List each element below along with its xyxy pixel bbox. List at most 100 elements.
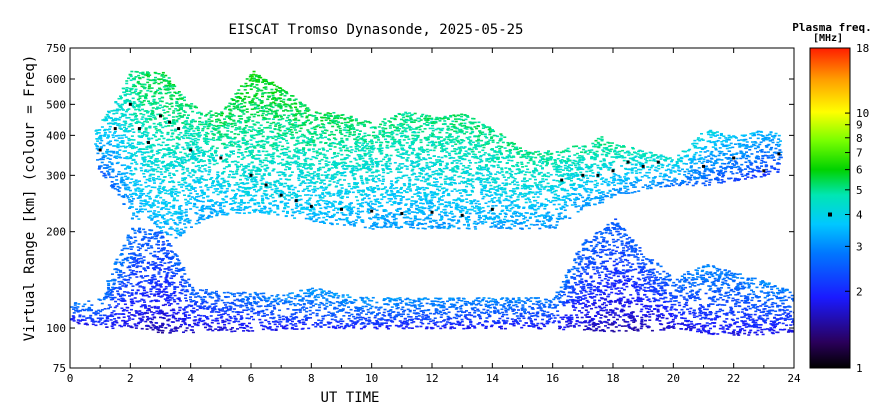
trace-echo	[454, 313, 458, 316]
trace-echo	[161, 304, 165, 307]
trace-echo	[662, 277, 666, 280]
trace-echo	[111, 134, 115, 136]
trace-echo	[229, 328, 233, 331]
trace-echo	[489, 311, 493, 313]
trace-echo	[103, 320, 107, 323]
trace-echo	[117, 298, 121, 301]
trace-echo	[455, 315, 459, 317]
trace-echo	[757, 317, 761, 320]
trace-echo	[107, 290, 111, 292]
trace-echo	[582, 328, 586, 331]
trace-echo	[159, 283, 163, 285]
trace-echo	[423, 318, 427, 321]
trace-echo	[150, 155, 154, 158]
trace-echo	[530, 306, 534, 309]
trace-echo	[123, 126, 127, 129]
trace-echo	[417, 315, 421, 317]
trace-echo	[398, 313, 402, 316]
trace-echo	[771, 301, 775, 304]
trace-echo	[743, 307, 747, 310]
trace-echo	[486, 306, 490, 308]
trace-echo	[124, 122, 128, 125]
trace-echo	[135, 311, 139, 313]
trace-echo	[453, 327, 457, 329]
trace-echo	[627, 253, 631, 256]
trace-echo	[247, 330, 251, 332]
trace-echo	[120, 178, 124, 180]
trace-echo	[129, 88, 133, 91]
trace-echo	[605, 240, 609, 243]
trace-echo	[149, 144, 153, 147]
trace-echo	[708, 289, 712, 291]
trace-echo	[529, 325, 533, 327]
trace-echo	[193, 303, 197, 306]
trace-echo	[707, 305, 711, 307]
trace-echo	[123, 101, 127, 104]
trace-echo	[434, 297, 438, 300]
trace-echo	[581, 307, 585, 309]
trace-echo	[457, 299, 461, 301]
trace-echo	[594, 245, 598, 248]
trace-echo	[289, 303, 293, 306]
trace-echo	[307, 294, 311, 297]
trace-echo	[389, 309, 393, 311]
trace-echo	[633, 320, 637, 322]
trace-echo	[517, 299, 521, 302]
trace-echo	[136, 265, 140, 267]
trace-echo	[605, 312, 609, 314]
trace-echo	[135, 260, 139, 262]
trace-echo	[217, 314, 221, 317]
trace-echo	[417, 300, 421, 303]
trace-echo	[149, 282, 153, 285]
trace-echo	[505, 313, 509, 316]
trace-echo	[674, 289, 678, 291]
trace-echo	[690, 294, 694, 297]
trace-echo	[395, 307, 399, 310]
trace-echo	[127, 265, 131, 268]
trace-echo	[724, 292, 728, 295]
trace-echo	[656, 292, 660, 295]
trace-echo	[576, 253, 580, 256]
trace-echo	[267, 297, 271, 300]
trace-echo	[570, 276, 574, 278]
trace-echo	[747, 317, 751, 320]
trace-echo	[533, 318, 537, 321]
trace-echo	[716, 280, 720, 282]
trace-echo	[263, 297, 267, 300]
trace-echo	[578, 280, 582, 282]
trace-echo	[500, 315, 504, 318]
trace-echo	[610, 291, 614, 294]
trace-echo	[167, 318, 171, 321]
trace-echo	[746, 296, 750, 298]
trace-echo	[132, 241, 136, 244]
trace-echo	[743, 320, 747, 322]
trace-echo	[436, 300, 440, 303]
trace-echo	[482, 308, 486, 311]
trace-echo	[496, 310, 500, 313]
trace-echo	[488, 306, 492, 309]
trace-echo	[753, 277, 757, 280]
trace-echo	[198, 305, 202, 307]
trace-echo	[785, 309, 789, 311]
trace-echo	[657, 278, 661, 281]
trace-echo	[140, 135, 144, 138]
trace-echo	[138, 148, 142, 151]
trace-echo	[141, 293, 145, 296]
trace-echo	[252, 296, 256, 298]
trace-echo	[439, 301, 443, 304]
trace-echo	[121, 313, 125, 315]
trace-echo	[123, 323, 127, 325]
trace-echo	[713, 272, 717, 275]
trace-echo	[576, 293, 580, 295]
trace-echo	[393, 298, 397, 300]
trace-echo	[349, 301, 353, 303]
trace-echo	[147, 85, 151, 88]
trace-echo	[272, 316, 276, 319]
trace-echo	[304, 319, 308, 322]
trace-echo	[330, 318, 334, 321]
trace-echo	[132, 101, 136, 103]
trace-echo	[323, 324, 327, 326]
trace-echo	[614, 292, 618, 295]
trace-echo	[130, 301, 134, 304]
trace-echo	[146, 267, 150, 269]
